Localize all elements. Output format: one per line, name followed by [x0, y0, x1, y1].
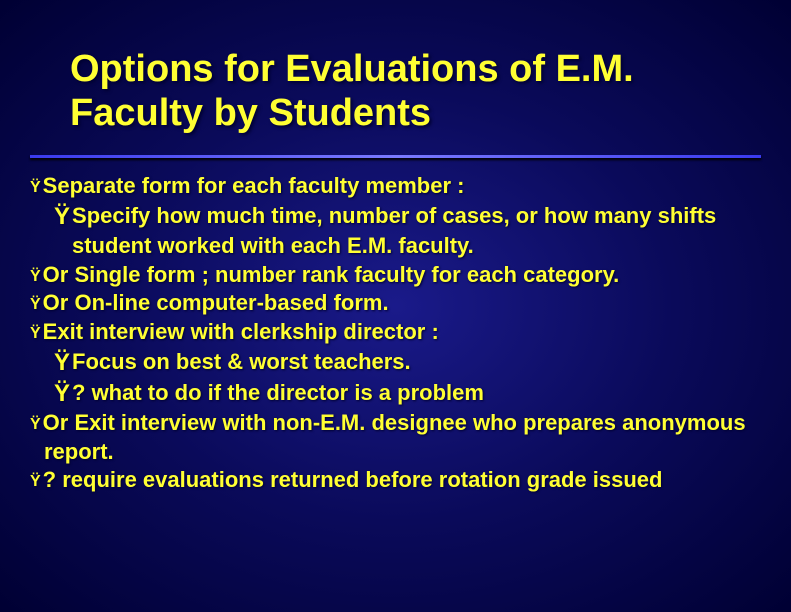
bullet-icon: Ÿ [30, 416, 41, 433]
slide-title: Options for Evaluations of E.M. Faculty … [70, 48, 761, 135]
slide-body: ŸSeparate form for each faculty member :… [30, 172, 761, 494]
bullet-icon: Ÿ [30, 268, 41, 285]
bullet-item: Ÿ? require evaluations returned before r… [30, 466, 761, 495]
bullet-text: Focus on best & worst teachers. [72, 349, 411, 374]
bullet-item: ŸOr Single form ; number rank faculty fo… [30, 261, 761, 290]
bullet-icon: Ÿ [30, 296, 41, 313]
sub-bullet-item: ŸFocus on best & worst teachers. [54, 347, 761, 378]
bullet-text: Exit interview with clerkship director : [43, 319, 439, 344]
slide: Options for Evaluations of E.M. Faculty … [0, 0, 791, 612]
bullet-text: Or On-line computer-based form. [43, 290, 389, 315]
bullet-text: ? require evaluations returned before ro… [43, 467, 663, 492]
bullet-text: Or Exit interview with non-E.M. designee… [43, 410, 746, 464]
bullet-item: ŸExit interview with clerkship director … [30, 318, 761, 347]
bullet-text: Separate form for each faculty member : [43, 173, 465, 198]
bullet-icon: Ÿ [30, 179, 41, 196]
bullet-icon: Ÿ [54, 349, 70, 376]
bullet-item: ŸOr Exit interview with non-E.M. designe… [30, 409, 761, 466]
bullet-text: Specify how much time, number of cases, … [72, 203, 716, 258]
bullet-text: Or Single form ; number rank faculty for… [43, 262, 620, 287]
bullet-icon: Ÿ [54, 203, 70, 230]
sub-bullet-item: Ÿ? what to do if the director is a probl… [54, 378, 761, 409]
bullet-icon: Ÿ [30, 473, 41, 490]
bullet-text: ? what to do if the director is a proble… [72, 380, 484, 405]
sub-bullet-item: ŸSpecify how much time, number of cases,… [54, 201, 761, 261]
bullet-icon: Ÿ [54, 380, 70, 407]
bullet-icon: Ÿ [30, 325, 41, 342]
bullet-item: ŸOr On-line computer-based form. [30, 289, 761, 318]
bullet-item: ŸSeparate form for each faculty member : [30, 172, 761, 201]
divider [30, 155, 761, 158]
